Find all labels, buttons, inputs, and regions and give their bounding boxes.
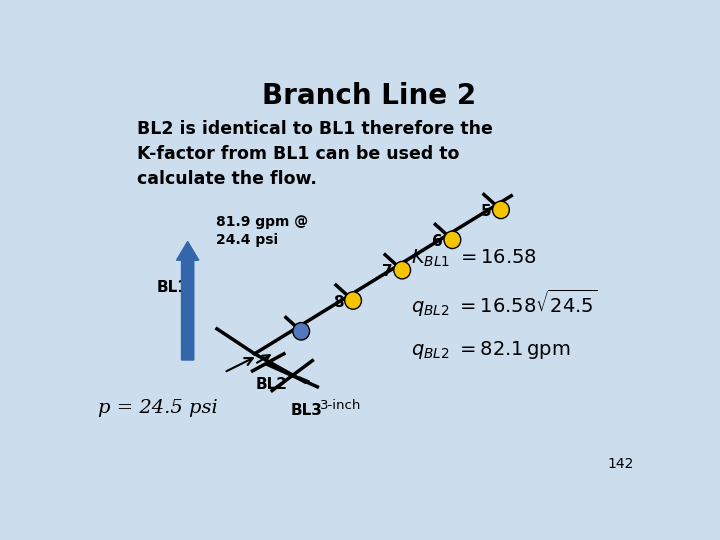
Text: K-factor from BL1 can be used to: K-factor from BL1 can be used to bbox=[138, 145, 460, 163]
Text: 8: 8 bbox=[333, 295, 343, 310]
Text: 3-inch: 3-inch bbox=[320, 399, 361, 412]
Ellipse shape bbox=[492, 201, 509, 219]
Text: 7: 7 bbox=[382, 265, 392, 279]
Text: 5: 5 bbox=[481, 204, 491, 219]
Text: BL1: BL1 bbox=[157, 280, 189, 295]
Text: $\mathit{q}_{BL2}\ =16.58\sqrt{24.5}$: $\mathit{q}_{BL2}\ =16.58\sqrt{24.5}$ bbox=[411, 288, 598, 320]
Text: 81.9 gpm @
24.4 psi: 81.9 gpm @ 24.4 psi bbox=[215, 215, 307, 247]
Text: 142: 142 bbox=[608, 457, 634, 471]
Text: 6: 6 bbox=[432, 234, 443, 249]
Text: Branch Line 2: Branch Line 2 bbox=[262, 82, 476, 110]
FancyArrow shape bbox=[176, 241, 199, 360]
Text: $\mathit{K}_{BL1}\ =16.58$: $\mathit{K}_{BL1}\ =16.58$ bbox=[411, 247, 536, 269]
Text: BL3: BL3 bbox=[290, 403, 322, 418]
Ellipse shape bbox=[444, 231, 461, 248]
Text: BL2: BL2 bbox=[256, 377, 287, 393]
Text: p = 24.5 psi: p = 24.5 psi bbox=[99, 399, 218, 417]
Text: $\mathit{q}_{BL2}\ =82.1\,\mathrm{gpm}$: $\mathit{q}_{BL2}\ =82.1\,\mathrm{gpm}$ bbox=[411, 339, 570, 361]
Text: calculate the flow.: calculate the flow. bbox=[138, 170, 318, 188]
Ellipse shape bbox=[394, 261, 410, 279]
Ellipse shape bbox=[345, 292, 361, 309]
Text: BL2 is identical to BL1 therefore the: BL2 is identical to BL1 therefore the bbox=[138, 120, 493, 138]
Ellipse shape bbox=[293, 322, 310, 340]
